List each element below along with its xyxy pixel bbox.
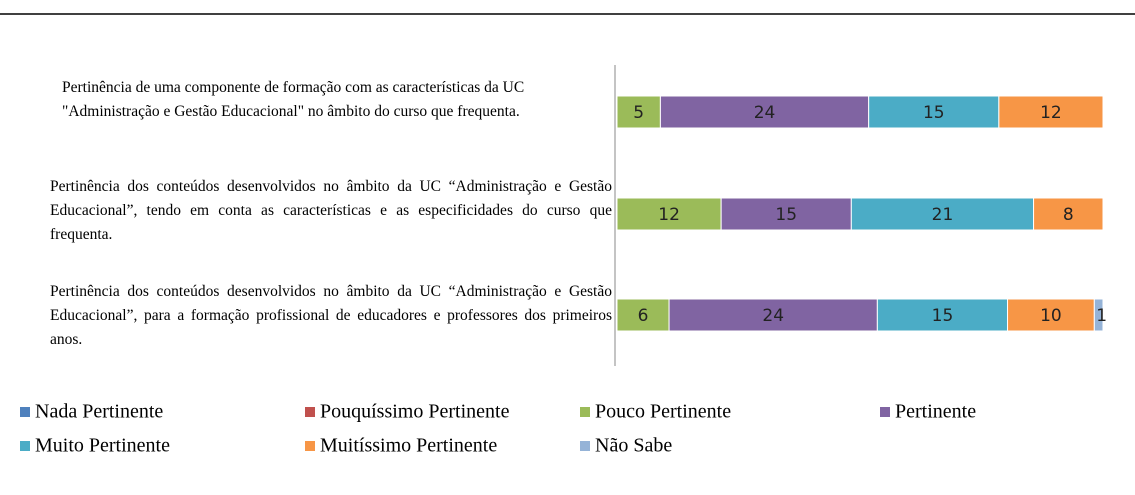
bar-segment [850,197,1035,231]
legend-swatch [20,441,30,451]
data-label: 8 [1063,205,1074,225]
bar-segment [616,298,670,332]
legend-swatch [20,407,30,417]
data-label: 1 [1096,306,1107,326]
data-label: 15 [923,103,945,123]
legend-swatch [880,407,890,417]
category-label: Pertinência de uma componente de formaçã… [62,79,525,120]
data-label: 12 [658,205,680,225]
legend-label: Nada Pertinente [35,401,163,423]
bar-segment [659,95,870,129]
data-label: 24 [754,103,776,123]
legend-label: Pertinente [895,401,976,423]
data-label: 21 [932,205,954,225]
legend-swatch [305,407,315,417]
data-label: 12 [1040,103,1062,123]
legend-swatch [580,407,590,417]
legend-label: Pouquíssimo Pertinente [320,401,510,423]
bar-segment [868,95,1000,129]
category-label: Pertinência dos conteúdos desenvolvidos … [50,283,612,348]
bar-segment [998,95,1104,129]
legend-label: Muito Pertinente [35,435,170,457]
category-label: Pertinência dos conteúdos desenvolvidos … [50,178,612,243]
data-label: 10 [1040,306,1062,326]
legend-swatch [580,441,590,451]
legend-label: Não Sabe [595,435,672,457]
data-label: 6 [638,306,649,326]
legend-label: Muitíssimo Pertinente [320,435,497,457]
data-label: 15 [775,205,797,225]
bar-segment [876,298,1009,332]
bar-segment [720,197,852,231]
bar-segment [1093,298,1104,332]
bar-segment [1033,197,1104,231]
data-label: 24 [762,306,784,326]
bar-segment [668,298,878,332]
data-label: 5 [633,103,644,123]
legend-label: Pouco Pertinente [595,401,731,423]
legend-swatch [305,441,315,451]
bar-segment [1007,298,1095,332]
data-label: 15 [932,306,954,326]
